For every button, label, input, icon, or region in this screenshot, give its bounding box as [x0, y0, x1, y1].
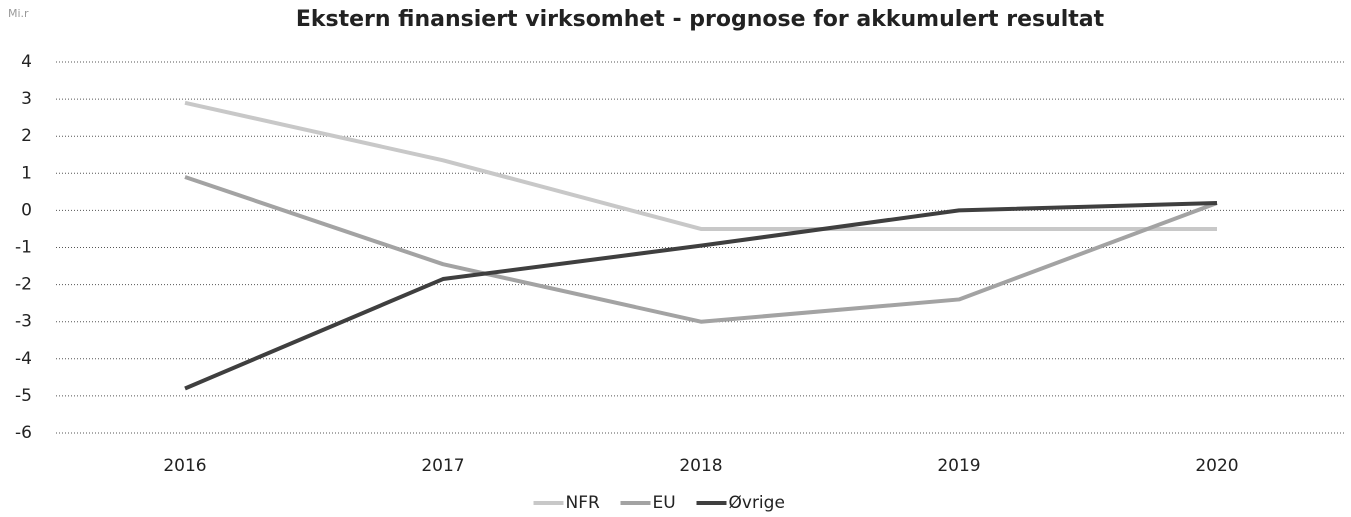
- y-tick-label: -4: [15, 349, 32, 369]
- y-tick-label: 2: [21, 126, 32, 146]
- y-tick-label: 0: [21, 200, 32, 220]
- series-line: [184, 175, 1218, 324]
- chart-title: Ekstern finansiert virksomhet - prognose…: [296, 7, 1105, 32]
- y-tick-label: 4: [21, 52, 32, 72]
- y-tick-label: -5: [15, 386, 32, 406]
- x-tick-label: 2020: [1195, 456, 1238, 476]
- y-tick-label: -2: [15, 275, 32, 295]
- x-tick-label: 2016: [163, 456, 206, 476]
- x-tick-label: 2017: [421, 456, 464, 476]
- legend-label: Øvrige: [729, 493, 785, 513]
- y-tick-label: -6: [15, 423, 32, 443]
- y-tick-label: 1: [21, 163, 32, 183]
- y-tick-label: 3: [21, 89, 32, 109]
- series-line: [184, 200, 1218, 391]
- y-tick-label: -1: [15, 238, 32, 258]
- legend-label: NFR: [566, 493, 600, 513]
- y-axis-label: Mi.r: [8, 7, 29, 20]
- series-line: [184, 100, 1217, 231]
- legend-label: EU: [653, 493, 676, 513]
- x-tick-label: 2019: [937, 456, 980, 476]
- y-tick-label: -3: [15, 312, 32, 332]
- x-tick-label: 2018: [679, 456, 722, 476]
